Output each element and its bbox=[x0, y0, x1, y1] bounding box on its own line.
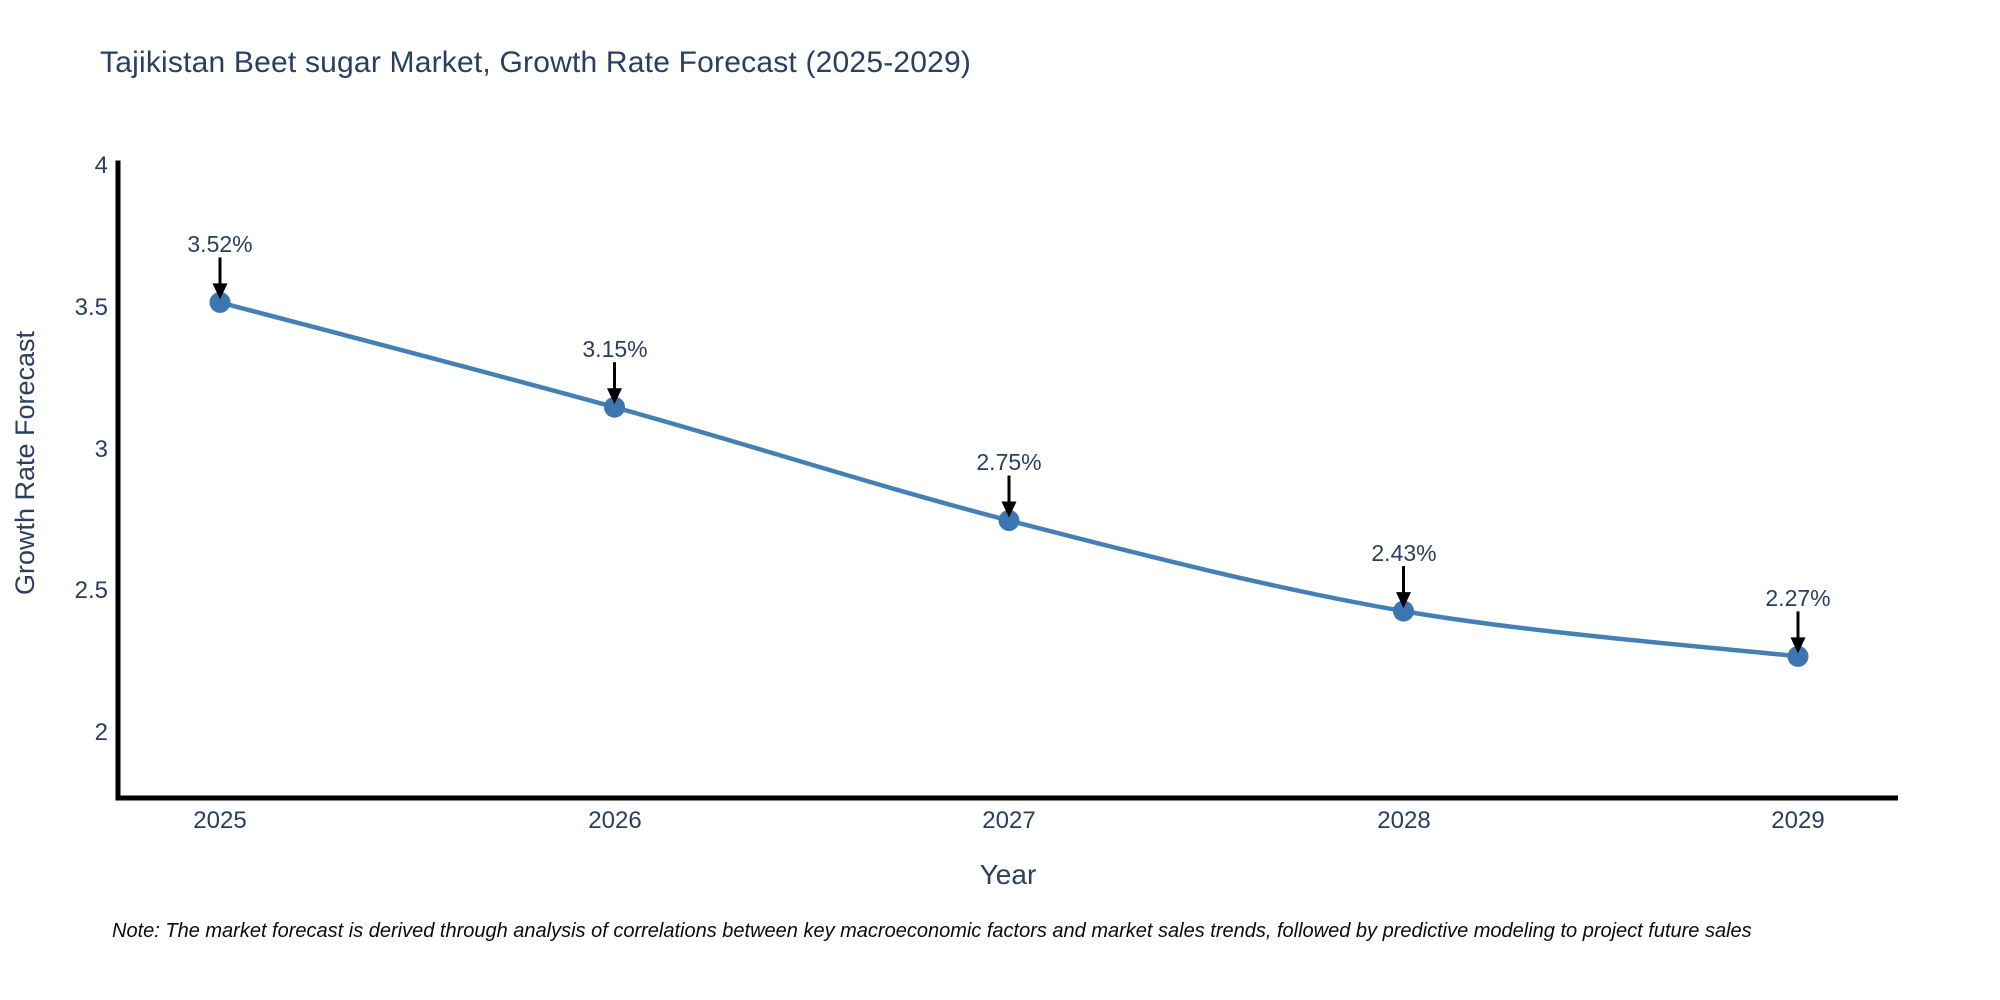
data-point-marker bbox=[209, 291, 231, 313]
chart-title: Tajikistan Beet sugar Market, Growth Rat… bbox=[100, 46, 972, 79]
annotation-arrow-head bbox=[212, 283, 228, 300]
x-tick-label: 2026 bbox=[588, 807, 642, 834]
y-tick-label: 3 bbox=[94, 436, 108, 463]
data-point-marker bbox=[998, 510, 1020, 531]
y-tick-label: 2.5 bbox=[74, 577, 108, 604]
x-tick-label: 2027 bbox=[982, 807, 1036, 834]
x-tick-label: 2025 bbox=[193, 807, 247, 834]
data-point-value-label: 2.43% bbox=[1371, 540, 1437, 566]
x-tick-label: 2028 bbox=[1377, 807, 1431, 834]
annotation-arrow-head bbox=[607, 388, 622, 405]
x-axis-title: Year bbox=[979, 859, 1037, 890]
data-point-marker bbox=[1393, 600, 1414, 622]
y-tick-label: 3.5 bbox=[74, 294, 108, 321]
data-point-value-label: 3.15% bbox=[582, 336, 648, 362]
x-tick-label: 2029 bbox=[1771, 807, 1825, 834]
y-tick-label: 2 bbox=[94, 719, 108, 746]
annotation-arrow-head bbox=[1396, 592, 1411, 609]
data-point-value-label: 2.27% bbox=[1765, 585, 1831, 611]
data-point-marker bbox=[1787, 645, 1809, 667]
y-axis-title: Growth Rate Forecast bbox=[10, 330, 40, 596]
annotation-arrow-head bbox=[1001, 501, 1017, 518]
annotation-arrow-head bbox=[1790, 637, 1806, 654]
axis-lines bbox=[115, 160, 1898, 801]
data-point-value-label: 3.52% bbox=[187, 231, 253, 257]
y-tick-label: 4 bbox=[94, 152, 108, 179]
data-point-value-label: 2.75% bbox=[976, 449, 1042, 475]
data-point-marker bbox=[604, 396, 625, 418]
footnote: Note: The market forecast is derived thr… bbox=[112, 920, 1752, 942]
